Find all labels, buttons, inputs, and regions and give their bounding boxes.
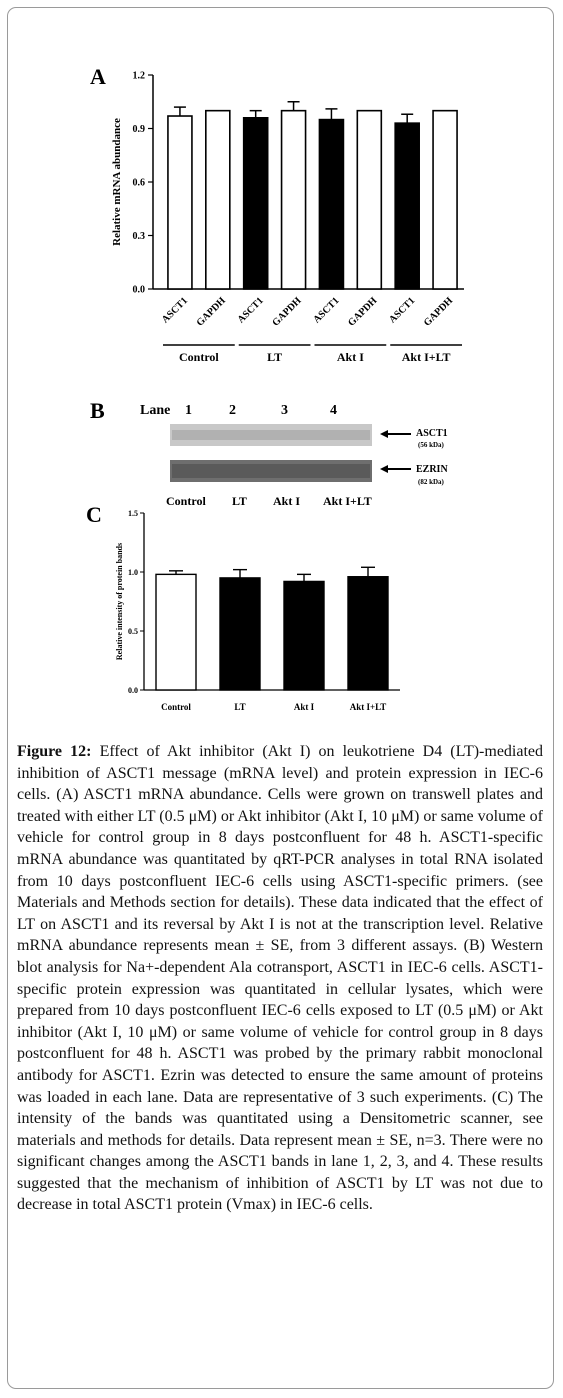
y-tick-label: 0.0 (133, 285, 146, 296)
lane-number-1: 1 (185, 403, 192, 418)
lane-number-2: 2 (229, 403, 236, 418)
x-tick-label: Akt I (294, 702, 315, 712)
caption-label: Figure 12: (17, 743, 92, 760)
group-label: Akt I+LT (402, 350, 451, 364)
blot-condition-lt: LT (232, 494, 247, 508)
x-tick-label: GAPDH (422, 295, 455, 328)
band-label-asct1: ASCT1 (416, 428, 448, 439)
figure-frame (7, 7, 554, 1389)
band-kda-ezrin: (82 kDa) (418, 478, 445, 486)
blot-condition-akt-i-lt: Akt I+LT (323, 494, 372, 508)
bar (167, 115, 193, 290)
y-tick-label: 1.0 (128, 568, 138, 577)
lane-header: Lane (140, 403, 170, 418)
bar (242, 117, 269, 290)
x-tick-label: GAPDH (195, 295, 228, 328)
lane-number-4: 4 (330, 403, 337, 418)
band-kda-asct1: (56 kDa) (418, 441, 445, 449)
x-tick-label: Akt I+LT (350, 702, 387, 712)
y-tick-label: 0.5 (128, 627, 138, 636)
panel-letter-c: C (86, 502, 102, 527)
y-tick-label: 1.5 (128, 509, 138, 518)
bar (205, 109, 231, 290)
chart-a: 0.0 0.3 0.6 0.9 1.2 Relative mRNA abundance AS… (111, 71, 464, 364)
y-axis-title: Relative mRNA abundance (111, 118, 123, 246)
y-tick-label: 0.9 (133, 124, 146, 135)
bar (347, 576, 389, 691)
bar (219, 577, 261, 691)
y-axis-title: Relative intensity of protein bands (115, 543, 124, 660)
y-tick-label: 0.0 (128, 686, 138, 695)
blot-condition-akt-i: Akt I (273, 494, 300, 508)
blot-condition-control: Control (166, 494, 206, 508)
x-tick-label: LT (234, 702, 245, 712)
group-label: Control (179, 350, 219, 364)
bar (280, 109, 307, 290)
blot-band-asct1 (172, 430, 370, 440)
chart-c: 0.0 0.5 1.0 1.5 Relative intensity of protei… (115, 509, 400, 712)
x-tick-label: ASCT1 (387, 295, 417, 325)
group-label: LT (267, 350, 282, 364)
y-tick-label: 0.3 (133, 231, 146, 242)
blot-band-ezrin (172, 464, 370, 478)
bar (283, 580, 325, 691)
x-tick-label: GAPDH (346, 295, 379, 328)
x-tick-label: ASCT1 (311, 295, 341, 325)
y-tick-label: 0.6 (133, 178, 146, 189)
bar (394, 122, 420, 290)
lane-number-3: 3 (281, 403, 288, 418)
x-tick-label: ASCT1 (160, 295, 190, 325)
panel-letter-a: A (90, 64, 106, 89)
panel-letter-b: B (90, 398, 105, 423)
group-label: Akt I (337, 350, 364, 364)
x-tick-label: ASCT1 (236, 295, 266, 325)
bar (432, 109, 458, 290)
western-blot: Lane 1 2 3 4 ASCT1 (56 kDa) EZRIN (82 kD… (140, 403, 448, 508)
arrowhead-asct1-icon (380, 430, 388, 438)
figure-caption: Figure 12: Effect of Akt inhibitor (Akt … (17, 741, 543, 1216)
figure-graphics: A 0.0 0.3 0.6 0.9 1.2 Relative mRNA abundance… (86, 64, 464, 712)
arrowhead-ezrin-icon (380, 465, 388, 473)
band-label-ezrin: EZRIN (416, 464, 448, 475)
y-tick-label: 1.2 (133, 71, 146, 82)
bar (155, 573, 197, 691)
x-tick-label: Control (161, 702, 191, 712)
x-tick-label: GAPDH (270, 295, 303, 328)
caption-text: Effect of Akt inhibitor (Akt I) on leuko… (17, 743, 544, 1214)
bar (356, 109, 383, 290)
bar (318, 118, 345, 290)
